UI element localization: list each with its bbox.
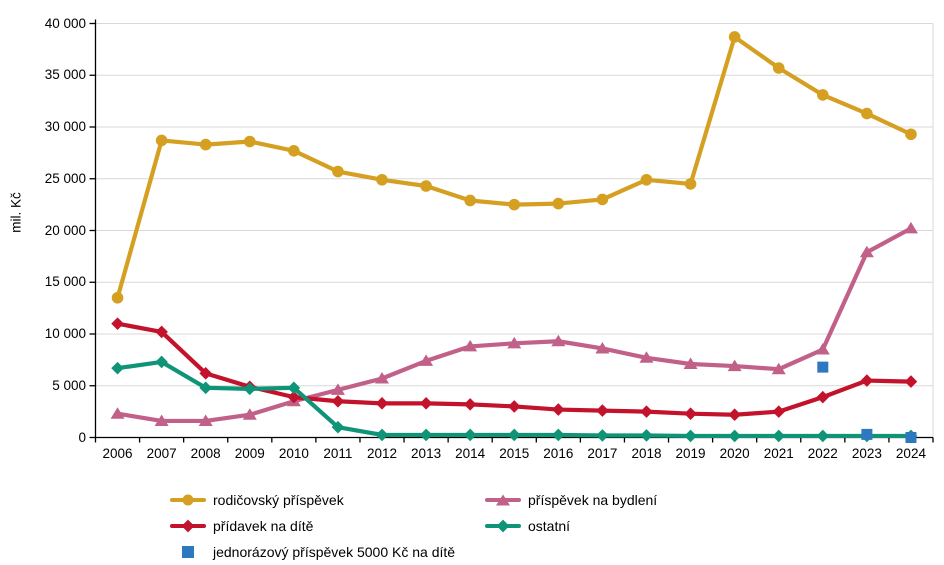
data-point-0 <box>111 291 124 304</box>
data-point-3 <box>243 382 257 396</box>
data-point-2 <box>375 397 389 410</box>
data-point-1 <box>154 414 169 426</box>
data-point-0 <box>376 173 388 186</box>
data-point-2 <box>287 390 301 404</box>
data-point-2 <box>860 374 874 387</box>
data-point-1 <box>463 339 478 352</box>
data-point-2 <box>419 397 433 410</box>
data-point-0 <box>288 145 300 157</box>
data-point-3 <box>111 361 124 375</box>
data-point-2 <box>816 390 830 404</box>
legend-square-marker-icon <box>170 545 206 559</box>
data-point-2 <box>507 400 521 413</box>
data-point-2 <box>904 375 918 388</box>
data-point-3 <box>155 355 168 369</box>
data-point-2 <box>772 405 786 418</box>
data-point-4 <box>861 428 873 440</box>
data-point-1 <box>815 343 830 355</box>
data-point-1 <box>683 357 698 370</box>
legend-label: přídavek na dítě <box>213 518 314 534</box>
legend-label: rodičovský příspěvek <box>213 492 344 508</box>
legend-line-diamond-marker-icon <box>485 519 521 533</box>
data-point-1 <box>330 383 345 395</box>
data-point-3 <box>772 429 786 443</box>
legend-label: ostatní <box>528 518 571 534</box>
data-point-2 <box>111 317 124 330</box>
data-point-0 <box>464 194 476 207</box>
data-point-1 <box>419 354 434 366</box>
data-point-1 <box>242 408 257 420</box>
legend-item-jednorazovy-prispevek: jednorázový příspěvek 5000 Kč na dítě <box>170 544 485 560</box>
data-point-3 <box>331 420 345 434</box>
data-point-1 <box>771 362 786 375</box>
data-point-0 <box>817 89 829 101</box>
data-point-1 <box>595 341 610 354</box>
data-point-2 <box>552 403 565 416</box>
series-line-0 <box>115 34 914 300</box>
data-point-0 <box>640 173 653 186</box>
data-point-3 <box>463 428 477 442</box>
data-point-3 <box>816 429 830 443</box>
data-point-1 <box>375 372 390 384</box>
data-point-4 <box>817 361 829 373</box>
data-point-0 <box>332 165 344 178</box>
data-point-1 <box>727 359 742 372</box>
data-point-2 <box>640 405 653 418</box>
data-point-3 <box>419 428 433 442</box>
legend-label: jednorázový příspěvek 5000 Kč na dítě <box>213 544 456 560</box>
data-point-2 <box>596 404 609 417</box>
data-point-3 <box>728 429 741 443</box>
data-point-0 <box>155 134 168 147</box>
data-point-2 <box>728 408 741 422</box>
data-point-3 <box>287 381 301 395</box>
data-point-0 <box>243 135 256 148</box>
data-point-3 <box>552 428 565 442</box>
chart-legend: rodičovský příspěvek příspěvek na bydlen… <box>170 487 657 565</box>
data-point-3 <box>640 429 653 442</box>
data-point-1 <box>110 407 125 419</box>
data-point-2 <box>155 325 168 339</box>
legend-label: příspěvek na bydlení <box>528 492 658 508</box>
legend-item-pridavek-na-dite: přídavek na dítě <box>170 518 485 534</box>
data-point-3 <box>507 428 521 442</box>
data-point-1 <box>859 245 874 258</box>
series-line-3 <box>115 359 914 439</box>
data-point-0 <box>199 138 212 151</box>
data-point-1 <box>551 334 566 347</box>
data-point-0 <box>420 180 432 192</box>
data-point-2 <box>331 394 345 408</box>
data-point-0 <box>905 128 917 141</box>
data-point-0 <box>728 31 741 43</box>
legend-line-diamond-marker-icon <box>170 519 206 533</box>
data-point-0 <box>552 197 565 210</box>
data-point-4 <box>905 432 917 443</box>
legend-item-ostatni: ostatní <box>485 518 657 534</box>
series-line-1 <box>115 226 914 424</box>
data-point-0 <box>684 178 697 190</box>
data-point-0 <box>772 62 785 74</box>
data-point-1 <box>198 414 213 426</box>
data-point-1 <box>507 336 522 349</box>
data-point-2 <box>463 398 477 411</box>
data-point-1 <box>903 221 918 234</box>
legend-line-circle-marker-icon <box>170 493 206 507</box>
data-point-1 <box>639 351 654 363</box>
legend-item-prispevek-na-bydleni: příspěvek na bydlení <box>485 492 657 508</box>
data-point-3 <box>596 429 609 442</box>
data-point-3 <box>684 429 697 443</box>
data-point-0 <box>861 107 873 120</box>
legend-item-rodicovsky-prispevek: rodičovský příspěvek <box>170 492 485 508</box>
data-point-3 <box>199 381 212 395</box>
data-point-0 <box>596 193 609 206</box>
legend-line-triangle-marker-icon <box>485 493 521 507</box>
data-point-2 <box>199 367 212 380</box>
data-point-0 <box>508 198 521 211</box>
data-point-2 <box>684 407 697 420</box>
data-point-3 <box>375 428 389 442</box>
